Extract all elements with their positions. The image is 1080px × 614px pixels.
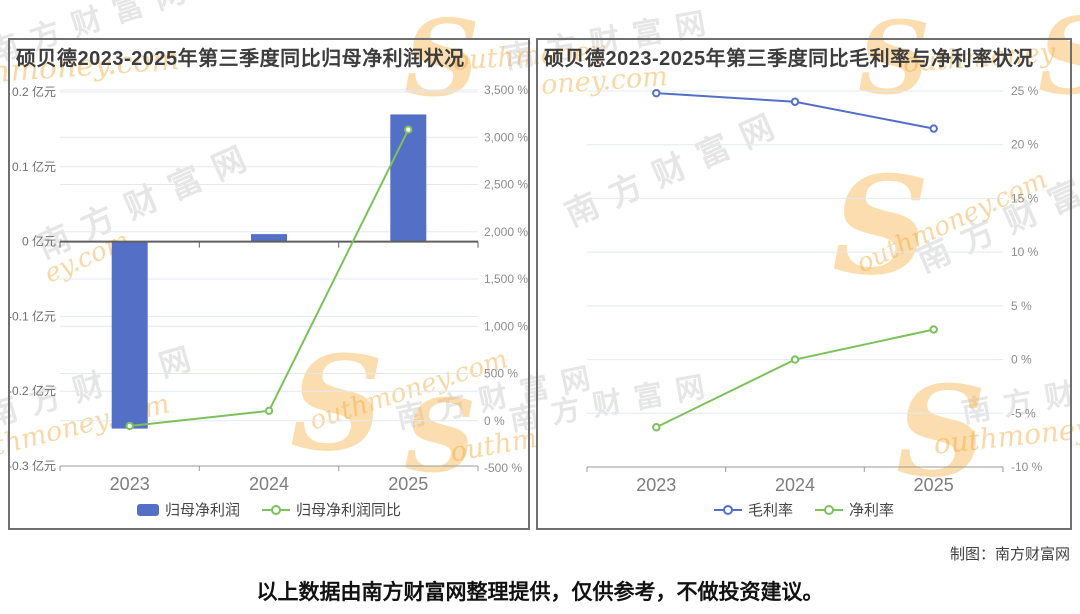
line-marker-icon [815,504,843,515]
svg-text:0.1 亿元: 0.1 亿元 [12,159,56,174]
svg-text:2025: 2025 [914,475,954,495]
svg-text:2024: 2024 [775,475,815,495]
svg-text:-0.3 亿元: -0.3 亿元 [10,458,56,473]
svg-text:3,000 %: 3,000 % [484,130,528,144]
svg-text:10 %: 10 % [1011,245,1039,259]
svg-text:2023: 2023 [110,474,150,494]
legend-item-gross-margin[interactable]: 毛利率 [713,499,793,520]
svg-text:20 %: 20 % [1011,138,1039,152]
legend-label: 归母净利润同比 [296,502,402,519]
disclaimer-caption: 以上数据由南方财富网整理提供，仅供参考，不做投资建议。 [256,581,824,604]
svg-text:-500 %: -500 % [484,461,522,475]
net-profit-chart-title: 硕贝德2023-2025年第三季度同比归母净利润状况 [16,48,465,70]
svg-text:5 %: 5 % [1011,299,1032,313]
svg-text:0 %: 0 % [484,414,505,428]
net-profit-chart-panel: 硕贝德2023-2025年第三季度同比归母净利润状况 3,500 % 3,000 … [8,38,530,530]
svg-text:-10 %: -10 % [1011,460,1043,474]
bar-swatch-icon [136,503,159,516]
svg-text:-0.1 亿元: -0.1 亿元 [10,308,56,323]
credit-text: 制图：南方财富网 [949,546,1070,563]
legend-label: 毛利率 [747,502,793,519]
svg-text:1,500 %: 1,500 % [484,272,528,286]
svg-text:2024: 2024 [249,474,289,494]
margin-chart-svg: 25 % 20 % 15 % 10 % 5 % 0 % -5 % -10 % 2023 2024 2… [586,84,1043,495]
margin-chart-legend: 毛利率 净利率 [538,499,1070,520]
legend-item-net-margin[interactable]: 净利率 [815,499,894,520]
margin-chart-panel: 硕贝德2023-2025年第三季度同比毛利率与净利率状况 25 % 20 % 15 … [536,38,1072,530]
svg-text:3,500 %: 3,500 % [484,83,528,97]
svg-text:15 %: 15 % [1011,191,1039,205]
legend-label: 净利率 [849,502,895,519]
svg-text:2,500 %: 2,500 % [484,178,528,192]
net-profit-chart-legend: 归母净利润 归母净利润同比 [10,499,528,520]
svg-text:-0.2 亿元: -0.2 亿元 [10,383,56,398]
svg-text:0.2 亿元: 0.2 亿元 [12,84,56,99]
svg-text:1,000 %: 1,000 % [484,319,528,333]
margin-chart-title: 硕贝德2023-2025年第三季度同比毛利率与净利率状况 [544,48,1034,70]
legend-item-net-profit-yoy[interactable]: 归母净利润同比 [262,499,401,520]
legend-item-net-profit[interactable]: 归母净利润 [136,499,240,520]
svg-text:0 亿元: 0 亿元 [22,234,56,249]
svg-text:2023: 2023 [636,475,676,495]
line-marker-icon [262,504,290,515]
svg-text:0 %: 0 % [1011,353,1032,367]
net-profit-chart-svg: 3,500 % 3,000 % 2,500 % 2,000 % 1,500 % 1,000… [10,83,528,494]
svg-text:25 %: 25 % [1011,84,1039,98]
legend-label: 归母净利润 [164,502,240,519]
svg-text:-5 %: -5 % [1011,406,1036,420]
svg-text:2,000 %: 2,000 % [484,225,528,239]
svg-text:500 %: 500 % [484,367,518,381]
line-marker-icon [713,504,742,515]
svg-text:2025: 2025 [388,474,428,494]
